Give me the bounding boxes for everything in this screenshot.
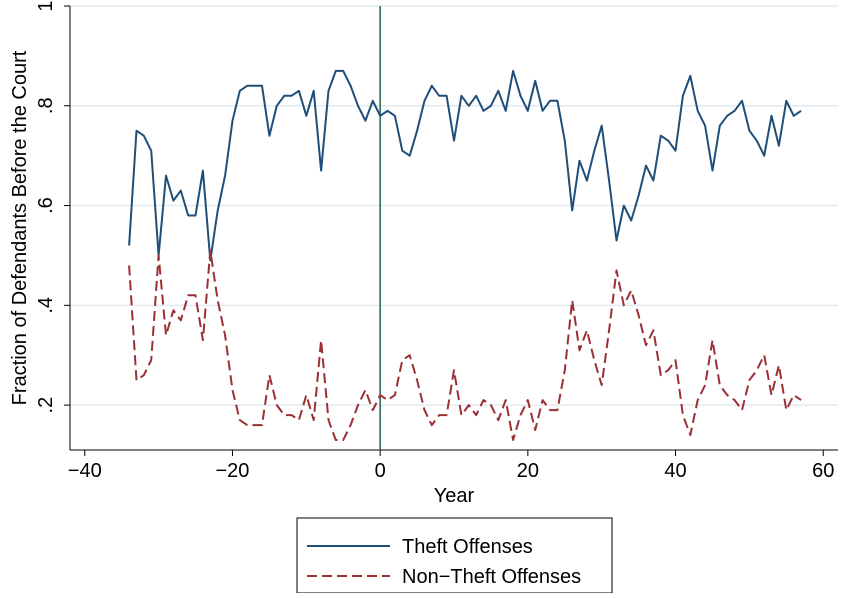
x-tick-label: 40 [664,460,686,482]
y-tick-label: .6 [35,197,57,214]
x-tick-label: 20 [517,460,539,482]
axes: .2 .4 .6 .8 1 −40 −20 0 20 40 60 [35,0,838,482]
series-line-theft [128,69,802,262]
legend-label-non-theft: Non−Theft Offenses [402,566,581,588]
legend-label-theft: Theft Offenses [402,536,533,558]
y-axis-title: Fraction of Defendants Before the Court [9,50,31,405]
y-tick-label: .2 [35,397,57,414]
y-tick-label: 1 [35,0,57,11]
series-lines [128,69,802,441]
x-tick-label: −40 [68,460,102,482]
x-axis-title: Year [434,485,475,507]
y-tick-label: .8 [35,97,57,114]
series-line-non-theft [128,249,802,441]
legend: Theft Offenses Non−Theft Offenses [296,517,613,594]
y-tick-label: .4 [35,297,57,314]
x-tick-label: 60 [812,460,834,482]
x-tick-label: −20 [215,460,249,482]
x-tick-label: 0 [375,460,386,482]
legend-box [296,517,613,594]
